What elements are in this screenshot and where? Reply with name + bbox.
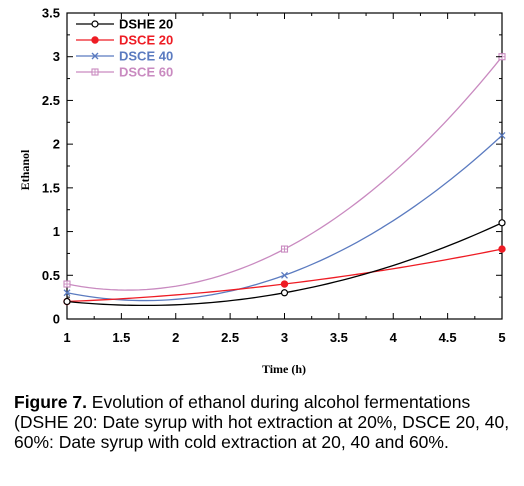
x-tick-label: 3 (281, 330, 288, 345)
data-point-dsce-40 (63, 289, 71, 297)
figure-caption: Figure 7. Evolution of ethanol during al… (14, 392, 519, 452)
ethanol-line-chart: 0 0.5 1 1.5 2 2.5 3 3.5 1 1.5 2 2.5 3 3.5 4 4.5 5 DSHE 2… (18, 6, 506, 376)
caption-text: Evolution of ethanol during alcohol ferm… (14, 392, 510, 452)
axis-layer: 0 0.5 1 1.5 2 2.5 3 3.5 1 1.5 2 2.5 3 3.5 4 4.5 5 (42, 6, 506, 346)
y-tick-label: 0 (53, 312, 60, 327)
x-axis-title: Time (h) (262, 362, 306, 376)
caption-label: Figure 7. (14, 392, 87, 412)
legend-marker-dsce-60 (91, 68, 99, 76)
legend-label-dsce-40: DSCE 40 (119, 49, 173, 64)
legend-label-dsce-60: DSCE 60 (119, 65, 173, 80)
data-point-dsce-60 (280, 245, 289, 253)
y-tick-label: 1.5 (42, 180, 60, 195)
y-tick-label: 3.5 (42, 6, 60, 21)
data-point-dshe-20 (280, 289, 289, 297)
data-point-dsce-40-stroke (63, 289, 71, 297)
x-tick-label: 5 (498, 330, 505, 345)
y-tick-label: 1 (53, 224, 60, 239)
data-point-dsce-40-stroke (498, 131, 506, 139)
data-point-dsce-20 (280, 280, 289, 288)
x-tick-label: 1.5 (112, 330, 130, 345)
legend-marker-dsce-20 (91, 36, 99, 44)
legend-marker-dshe-20 (91, 20, 99, 28)
data-point-dsce-20 (498, 245, 506, 253)
data-point-dshe-20 (498, 219, 506, 227)
x-tick-label: 2.5 (221, 330, 239, 345)
legend-marker-dsce-40 (91, 52, 99, 60)
x-tick-label: 4 (390, 330, 398, 345)
legend-label-dshe-20: DSHE 20 (119, 17, 173, 32)
legend-marker-dsce-40-stroke (91, 52, 99, 60)
y-tick-label: 2.5 (42, 93, 60, 108)
x-tick-label: 3.5 (330, 330, 348, 345)
y-tick-label: 2 (53, 137, 60, 152)
data-point-dsce-40 (281, 271, 288, 279)
y-tick-label: 3 (53, 49, 60, 64)
x-tick-label: 2 (172, 330, 179, 345)
y-axis-title: Ethanol (18, 149, 32, 190)
y-tick-label: 0.5 (42, 268, 60, 283)
x-tick-label: 4.5 (439, 330, 457, 345)
legend-label-dsce-20: DSCE 20 (119, 33, 173, 48)
data-point-dsce-40-stroke (281, 271, 288, 279)
data-point-dsce-60 (63, 280, 71, 288)
series-layer (63, 53, 506, 307)
data-point-dshe-20 (63, 297, 71, 306)
series-line-dsce-60 (66, 56, 503, 291)
x-tick-label: 1 (63, 330, 70, 345)
data-point-dsce-40 (498, 131, 506, 139)
